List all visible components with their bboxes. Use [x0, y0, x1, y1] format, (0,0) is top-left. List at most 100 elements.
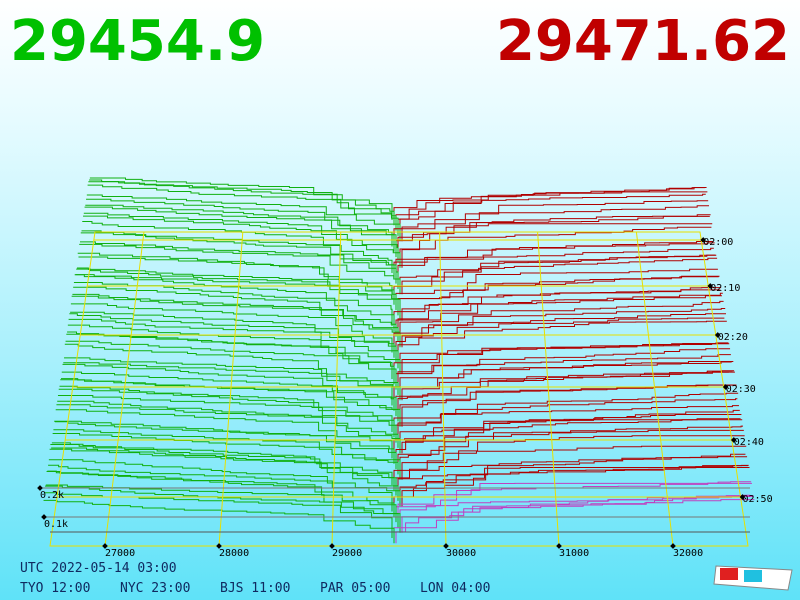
ask-depth-line [399, 429, 744, 475]
ask-price: 29471.62 [496, 9, 790, 74]
bid-depth-line [63, 362, 393, 406]
tick-marker [700, 237, 707, 243]
depth-label: 0.2k [40, 490, 64, 501]
tick-marker [556, 543, 562, 549]
ask-depth-line [397, 214, 711, 258]
bid-depth-line [79, 241, 399, 289]
bid-depth-line [59, 385, 393, 432]
ask-depth-line [397, 276, 719, 311]
ask-depth-line [401, 496, 753, 533]
tick-marker [216, 543, 222, 549]
ask-depth-line [393, 361, 734, 406]
ask-depth-line [399, 343, 728, 369]
bid-depth-line [84, 206, 397, 258]
bid-depth-line [86, 194, 401, 242]
bid-depth-line [65, 340, 397, 390]
bid-depth-line [80, 232, 397, 284]
ask-depth-line [397, 320, 727, 364]
time-label: 02:40 [734, 437, 764, 448]
ask-depth-line [401, 317, 725, 348]
bid-depth-line [55, 409, 393, 459]
price-label: 27000 [105, 548, 135, 559]
ask-depth-line [395, 215, 710, 252]
tick-marker [102, 543, 108, 549]
bid-depth-line [83, 212, 399, 263]
bid-depth-line [46, 471, 397, 523]
bid-depth-line [77, 252, 395, 305]
ask-depth-line [397, 405, 739, 443]
bid-depth-line [89, 177, 393, 220]
ask-depth-line [393, 187, 705, 220]
ask-depth-line [395, 445, 747, 491]
utc-time: UTC 2022-05-14 03:00 [20, 561, 177, 576]
price-grid-line [439, 231, 447, 547]
price-grid-line [104, 231, 145, 547]
bid-depth-line [87, 184, 399, 236]
glasses-icon [713, 565, 793, 591]
tick-marker [670, 543, 676, 549]
bid-depth-line [86, 198, 393, 247]
tick-marker [722, 384, 729, 390]
price-grid-line [331, 231, 342, 547]
ask-depth-line [397, 242, 715, 284]
floor-border [49, 231, 749, 547]
bid-depth-line [70, 303, 393, 353]
bid-depth-line [64, 357, 401, 401]
time-label: 02:20 [718, 332, 748, 343]
bid-depth-line [49, 448, 399, 501]
ask-depth-line [397, 425, 744, 470]
bid-depth-line [51, 442, 393, 485]
ask-depth-line [393, 205, 709, 247]
bid-depth-line [56, 404, 401, 454]
ask-depth-line [399, 300, 724, 342]
ask-depth-line [393, 343, 730, 379]
floor-grid: 27000 28000 29000 30000 31000 32000 02:00 02:10… [37, 231, 773, 559]
price-label: 28000 [219, 548, 249, 559]
ask-depth-line [401, 223, 713, 268]
ask-depth-line [399, 275, 720, 316]
tick-marker [707, 283, 714, 289]
bid-depth-line [64, 343, 399, 395]
bid-depth-line [61, 371, 397, 417]
bid-depth-line [52, 433, 401, 480]
ask-depth-line [395, 313, 727, 358]
bid-price: 29454.9 [10, 9, 265, 74]
bid-depth-line [74, 274, 393, 326]
ask-depth-line [395, 268, 718, 305]
ask-depth-line [401, 418, 741, 454]
ask-depth-line [397, 481, 752, 523]
bid-depth-line [76, 267, 397, 311]
price-grid-line [218, 231, 244, 547]
bid-depth-line [78, 256, 393, 300]
ask-depth-line [393, 414, 742, 459]
price-grid-line [537, 231, 560, 547]
bid-depth-line [62, 363, 395, 411]
ask-depth-line [397, 292, 723, 337]
bid-depth-line [79, 243, 401, 295]
ask-depth-line [399, 482, 752, 528]
ask-depth-line [395, 348, 731, 385]
time-label: 02:50 [743, 494, 773, 505]
time-label: 02:00 [703, 237, 733, 248]
ask-depth-line [393, 257, 718, 300]
bid-depth-line [48, 464, 393, 512]
ask-depth-line [401, 200, 709, 242]
tick-marker [714, 332, 721, 338]
bid-depth-line [70, 311, 395, 358]
city-time: NYC 23:00 [120, 581, 190, 596]
ask-depth-line [399, 191, 708, 236]
bid-depth-line [82, 221, 393, 273]
bid-depth-line [83, 215, 401, 268]
tick-marker [329, 543, 335, 549]
ask-depth-line [399, 409, 740, 448]
bid-depth-line [58, 388, 395, 438]
time-label: 02:10 [710, 283, 740, 294]
ask-depth-line [393, 495, 754, 538]
bid-depth-line [57, 400, 399, 448]
time-label: 02:30 [726, 384, 756, 395]
tick-marker [443, 543, 449, 549]
price-label: 29000 [332, 548, 362, 559]
bid-depth-line [76, 268, 399, 316]
